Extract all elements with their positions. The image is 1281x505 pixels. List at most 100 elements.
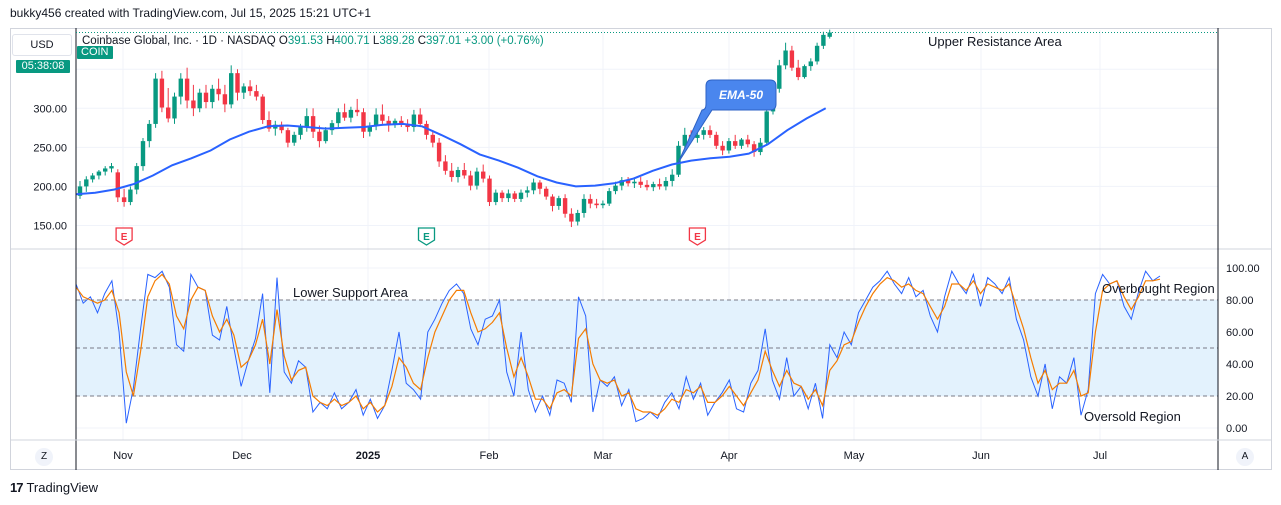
candle-body [304, 116, 309, 128]
candle-body [487, 178, 492, 203]
brand-name: TradingView [26, 480, 99, 495]
candle-body [329, 123, 335, 131]
candle-body [210, 88, 215, 103]
candle-body [443, 161, 448, 171]
candle-body [298, 127, 303, 135]
candle-body [317, 131, 322, 142]
osc-tick-label: 0.00 [1226, 423, 1247, 435]
candle-body [348, 109, 354, 118]
candle-body [235, 73, 240, 93]
ema-callout-label: EMA-50 [719, 88, 763, 102]
open-label: O [278, 35, 288, 47]
ema-50-line [75, 107, 827, 196]
symbol-name: Coinbase Global, Inc. · 1D · NASDAQ [82, 35, 276, 47]
x-tick-label: Jul [1093, 450, 1107, 462]
earnings-marker-label: E [694, 232, 701, 243]
candle-body [682, 134, 687, 146]
earnings-marker-badge[interactable] [115, 227, 133, 246]
candle-body [455, 170, 461, 178]
earnings-marker-badge[interactable] [688, 227, 707, 246]
osc-tick-label: 60.00 [1226, 327, 1254, 339]
candle-body [266, 120, 272, 129]
candle-body [607, 191, 612, 204]
lower-support-label: Lower Support Area [293, 285, 409, 300]
stoch-k-line [75, 269, 1161, 424]
candle-body [310, 116, 316, 132]
candle-body [203, 92, 209, 103]
x-tick-label: Feb [480, 450, 499, 462]
open-value: 391.53 [287, 35, 324, 47]
candle-body [714, 134, 719, 146]
close-value: 397.01 [426, 35, 462, 47]
candle-body [373, 114, 379, 126]
candle-body [336, 112, 341, 124]
earnings-marker-label: E [121, 232, 128, 243]
candle-body [506, 193, 511, 199]
candle-body [556, 198, 561, 206]
osc-tick-label: 100.00 [1226, 263, 1260, 275]
candle-body [676, 145, 681, 175]
candle-body [411, 114, 417, 128]
earnings-marker-badge[interactable] [417, 227, 436, 246]
attribution-text: bukky456 created with TradingView.com, J… [10, 6, 371, 20]
symbol-legend: Coinbase Global, Inc. · 1D · NASDAQ O391… [82, 35, 544, 47]
candle-body [632, 181, 637, 184]
candle-body [109, 166, 114, 169]
tradingview-logo-icon: 17 [10, 480, 24, 495]
oversold-label: Oversold Region [1084, 409, 1181, 424]
high-value: 400.71 [334, 35, 370, 47]
candle-body [292, 134, 297, 143]
candle-body [367, 125, 372, 132]
candle-body [418, 114, 423, 124]
candle-body [827, 32, 832, 37]
candle-body [134, 166, 139, 190]
auto-scale-button[interactable]: A [1236, 448, 1254, 466]
candle-body [638, 181, 643, 185]
candle-body [808, 61, 813, 67]
candle-body [739, 139, 744, 146]
candle-body [247, 86, 253, 92]
candle-body [802, 66, 807, 78]
candle-body [241, 86, 246, 93]
candle-body [197, 92, 202, 109]
candle-body [821, 34, 826, 46]
candle-body [449, 170, 454, 178]
change-value: +3.00 (+0.76%) [464, 35, 544, 47]
candle-body [657, 184, 662, 187]
candle-body [430, 134, 435, 143]
candles-layer [77, 29, 832, 228]
candle-body [745, 139, 750, 145]
candle-body [701, 130, 706, 135]
candle-body [147, 123, 152, 142]
candle-body [575, 212, 580, 222]
currency-button[interactable]: USD [12, 34, 72, 56]
candle-body [128, 189, 133, 203]
candle-body [651, 184, 656, 188]
candle-body [726, 141, 732, 151]
candle-body [707, 130, 713, 135]
price-tick-label: 200.00 [33, 181, 67, 193]
candle-body [260, 96, 265, 121]
candle-body [159, 78, 165, 108]
earnings-marker-label: E [423, 232, 430, 243]
x-tick-label: 2025 [356, 450, 380, 462]
candle-body [569, 213, 574, 222]
high-label: H [326, 35, 335, 47]
candle-body [814, 45, 820, 62]
low-value: 389.28 [379, 35, 415, 47]
candle-body [405, 124, 410, 128]
candle-body [783, 50, 788, 66]
candle-body [178, 78, 183, 97]
candle-body [644, 184, 650, 188]
candle-body [222, 94, 228, 105]
candle-body [720, 145, 725, 151]
candle-body [153, 78, 158, 124]
candle-body [670, 174, 675, 181]
candle-body [323, 130, 328, 142]
zoom-reset-button[interactable]: Z [35, 448, 53, 466]
candle-body [777, 65, 782, 89]
candle-body [493, 192, 498, 203]
candle-body [216, 88, 221, 95]
x-tick-label: Dec [232, 450, 252, 462]
